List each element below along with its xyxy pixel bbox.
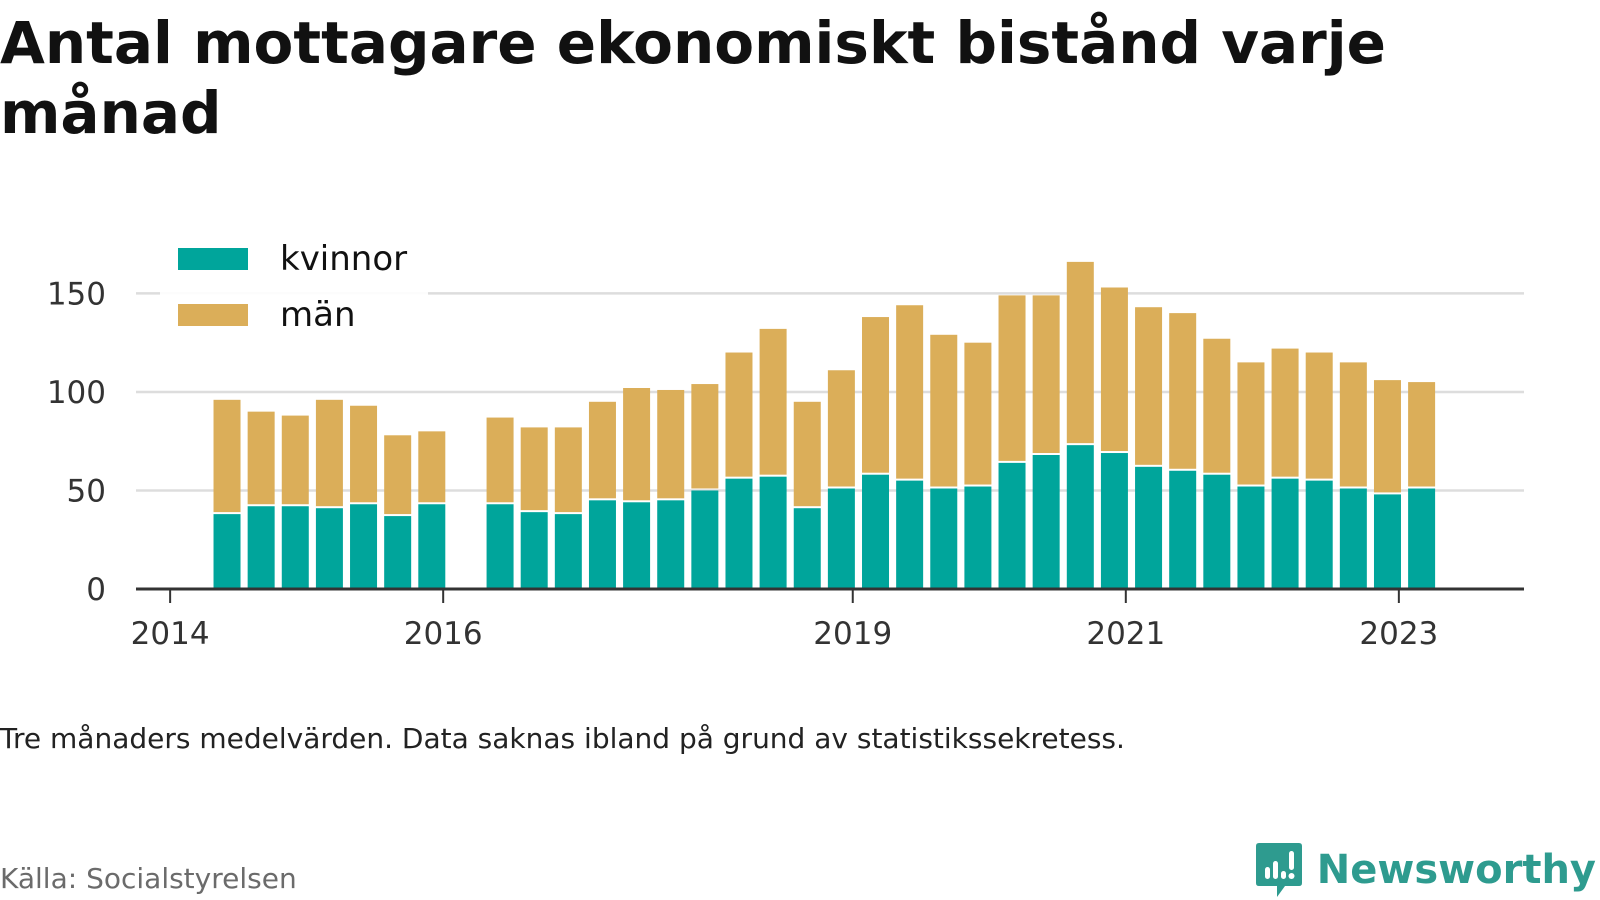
- bar-kvinnor: [1237, 486, 1265, 589]
- bar-män: [486, 417, 514, 503]
- bar-män: [827, 370, 855, 487]
- bar-kvinnor: [725, 478, 753, 589]
- y-tick-label: 150: [47, 276, 106, 312]
- bar-kvinnor: [384, 516, 412, 589]
- bar-kvinnor: [554, 514, 582, 589]
- brand-name: Newsworthy: [1316, 847, 1596, 893]
- bar-kvinnor: [998, 462, 1026, 589]
- bar-kvinnor: [350, 504, 378, 589]
- bar-män: [520, 427, 548, 511]
- bar-män: [1408, 382, 1436, 487]
- bar-män: [1203, 338, 1231, 473]
- bar-kvinnor: [520, 512, 548, 589]
- bar-män: [418, 431, 446, 503]
- bar-kvinnor: [1305, 480, 1333, 589]
- bar-män: [759, 328, 787, 475]
- bar-kvinnor: [588, 500, 616, 589]
- brand-logo: Newsworthy: [1255, 840, 1596, 900]
- y-axis-ticks: 0 50 100 150: [47, 276, 106, 608]
- bar-män: [998, 295, 1026, 461]
- bar-kvinnor: [486, 504, 514, 589]
- bar-män: [1032, 295, 1060, 453]
- bar-kvinnor: [281, 506, 309, 589]
- legend-label-kvinnor: kvinnor: [280, 239, 407, 279]
- bar-kvinnor: [862, 474, 890, 589]
- bar-män: [862, 317, 890, 473]
- bar-män: [1373, 380, 1401, 493]
- bar-män: [350, 405, 378, 503]
- bar-kvinnor: [793, 508, 821, 589]
- bar-män: [1237, 362, 1265, 485]
- bar-män: [623, 388, 651, 501]
- bar-kvinnor: [759, 476, 787, 589]
- bar-kvinnor: [623, 502, 651, 589]
- bar-kvinnor: [964, 486, 992, 589]
- bar-män: [657, 389, 685, 499]
- bar-män: [384, 435, 412, 515]
- legend-swatch-kvinnor: [178, 248, 248, 270]
- bar-kvinnor: [1339, 488, 1367, 589]
- bar-kvinnor: [1100, 453, 1128, 589]
- chart-title: Antal mottagare ekonomiskt bistånd varje…: [0, 9, 1386, 147]
- legend-swatch-män: [178, 304, 248, 326]
- bar-kvinnor: [827, 488, 855, 589]
- bar-kvinnor: [1271, 478, 1299, 589]
- bar-kvinnor: [1408, 488, 1436, 589]
- bar-kvinnor: [1135, 466, 1163, 589]
- bar-kvinnor: [930, 488, 958, 589]
- bar-män: [1169, 313, 1197, 469]
- bar-män: [1339, 362, 1367, 487]
- bar-män: [793, 401, 821, 507]
- bar-kvinnor: [315, 508, 343, 589]
- bar-kvinnor: [418, 504, 446, 589]
- x-tick-label: 2014: [131, 616, 210, 652]
- bar-män: [1100, 287, 1128, 452]
- source-credit: Källa: Socialstyrelsen: [0, 862, 297, 895]
- bar-män: [691, 384, 719, 489]
- bar-män: [213, 399, 241, 513]
- bar-kvinnor: [1032, 455, 1060, 589]
- bar-män: [1066, 261, 1094, 444]
- bar-kvinnor: [896, 480, 924, 589]
- bar-kvinnor: [657, 500, 685, 589]
- bar-män: [281, 415, 309, 505]
- legend-label-män: män: [280, 295, 356, 335]
- bar-män: [930, 334, 958, 487]
- bar-män: [588, 401, 616, 499]
- y-tick-label: 50: [67, 473, 106, 509]
- bar-män: [725, 352, 753, 477]
- bar-kvinnor: [1169, 470, 1197, 589]
- bar-kvinnor: [1066, 445, 1094, 589]
- bar-män: [1271, 348, 1299, 477]
- bar-kvinnor: [1373, 494, 1401, 589]
- y-tick-label: 0: [86, 572, 106, 608]
- bar-kvinnor: [1203, 474, 1231, 589]
- bar-män: [247, 411, 275, 505]
- newsworthy-logo-icon: [1255, 843, 1302, 897]
- x-tick-label: 2023: [1359, 616, 1438, 652]
- y-tick-label: 100: [47, 375, 106, 411]
- bars: [213, 261, 1436, 589]
- bar-kvinnor: [691, 490, 719, 589]
- bar-kvinnor: [213, 514, 241, 589]
- x-tick-label: 2021: [1086, 616, 1165, 652]
- legend: kvinnor män: [160, 232, 428, 344]
- bar-män: [896, 305, 924, 479]
- bar-män: [1135, 307, 1163, 465]
- bar-män: [1305, 352, 1333, 479]
- bar-män: [964, 342, 992, 485]
- bar-män: [554, 427, 582, 513]
- x-tick-label: 2016: [404, 616, 483, 652]
- bar-män: [315, 399, 343, 507]
- x-axis: 2014 2016 2019 2021 2023: [131, 587, 1524, 652]
- chart-note: Tre månaders medelvärden. Data saknas ib…: [0, 722, 1125, 755]
- x-tick-label: 2019: [813, 616, 892, 652]
- bar-kvinnor: [247, 506, 275, 589]
